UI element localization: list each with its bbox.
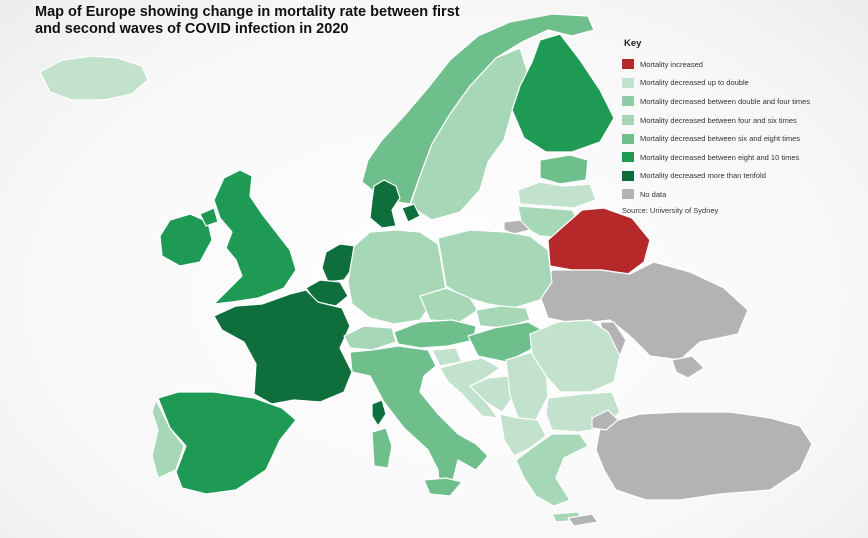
region-finland bbox=[511, 33, 615, 153]
map-legend: Key Mortality increased Mortality decreas… bbox=[622, 38, 862, 215]
legend-label: Mortality increased bbox=[640, 59, 703, 69]
legend-label: Mortality decreased more than tenfold bbox=[640, 171, 766, 181]
legend-swatch bbox=[622, 59, 634, 70]
legend-item-more-than-ten: Mortality decreased more than tenfold bbox=[622, 167, 862, 186]
legend-item-increased: Mortality increased bbox=[622, 55, 862, 74]
region-sicily bbox=[423, 477, 463, 497]
region-western-balkans bbox=[499, 413, 547, 457]
legend-item-four-to-six: Mortality decreased between four and six… bbox=[622, 111, 862, 130]
region-denmark bbox=[369, 179, 401, 229]
region-estonia bbox=[539, 154, 589, 185]
region-kaliningrad bbox=[503, 219, 531, 235]
region-austria bbox=[393, 319, 477, 349]
region-turkey bbox=[595, 411, 813, 501]
region-greece bbox=[515, 433, 589, 507]
legend-label: No data bbox=[640, 189, 667, 199]
legend-swatch bbox=[622, 115, 634, 126]
legend-swatch bbox=[622, 189, 634, 200]
region-iceland bbox=[39, 55, 149, 101]
region-italy bbox=[349, 345, 489, 493]
region-belarus bbox=[547, 207, 651, 275]
legend-item-double-to-four: Mortality decreased between double and f… bbox=[622, 92, 862, 111]
legend-label: Mortality decreased between double and f… bbox=[640, 96, 811, 106]
legend-swatch bbox=[622, 77, 634, 88]
legend-item-eight-to-ten: Mortality decreased between eight and 10… bbox=[622, 148, 862, 167]
legend-swatch bbox=[622, 170, 634, 181]
region-ukraine bbox=[539, 261, 749, 361]
legend-source: Source: University of Sydney bbox=[622, 205, 719, 215]
region-uk-ni bbox=[199, 207, 219, 227]
region-romania bbox=[529, 319, 621, 393]
legend-list: Mortality increased Mortality decreased u… bbox=[622, 55, 862, 204]
legend-label: Mortality decreased between four and six… bbox=[640, 115, 797, 125]
legend-item-no-data: No data bbox=[622, 185, 862, 204]
legend-label: Mortality decreased between eight and 10… bbox=[640, 152, 800, 162]
region-sardinia bbox=[371, 427, 393, 469]
region-turkey-thrace bbox=[591, 409, 619, 431]
region-spain bbox=[157, 391, 297, 495]
map-title: Map of Europe showing change in mortalit… bbox=[35, 4, 460, 37]
legend-title: Key bbox=[624, 38, 642, 49]
region-switzerland bbox=[343, 325, 397, 351]
legend-label: Mortality decreased up to double bbox=[640, 78, 749, 88]
region-uk bbox=[213, 169, 297, 305]
legend-label: Mortality decreased between six and eigh… bbox=[640, 134, 801, 144]
legend-swatch bbox=[622, 96, 634, 107]
legend-item-six-to-eight: Mortality decreased between six and eigh… bbox=[622, 129, 862, 148]
region-cyprus bbox=[567, 513, 599, 527]
region-corsica bbox=[371, 399, 387, 427]
region-latvia bbox=[517, 181, 597, 209]
legend-swatch bbox=[622, 152, 634, 163]
region-portugal bbox=[151, 399, 185, 479]
legend-swatch bbox=[622, 133, 634, 144]
region-ireland bbox=[159, 213, 213, 267]
region-crimea bbox=[671, 355, 705, 379]
region-poland bbox=[437, 229, 553, 309]
region-slovakia bbox=[475, 305, 531, 329]
region-denmark-islands bbox=[401, 203, 421, 223]
region-france bbox=[213, 289, 353, 405]
legend-item-up-to-double: Mortality decreased up to double bbox=[622, 74, 862, 93]
